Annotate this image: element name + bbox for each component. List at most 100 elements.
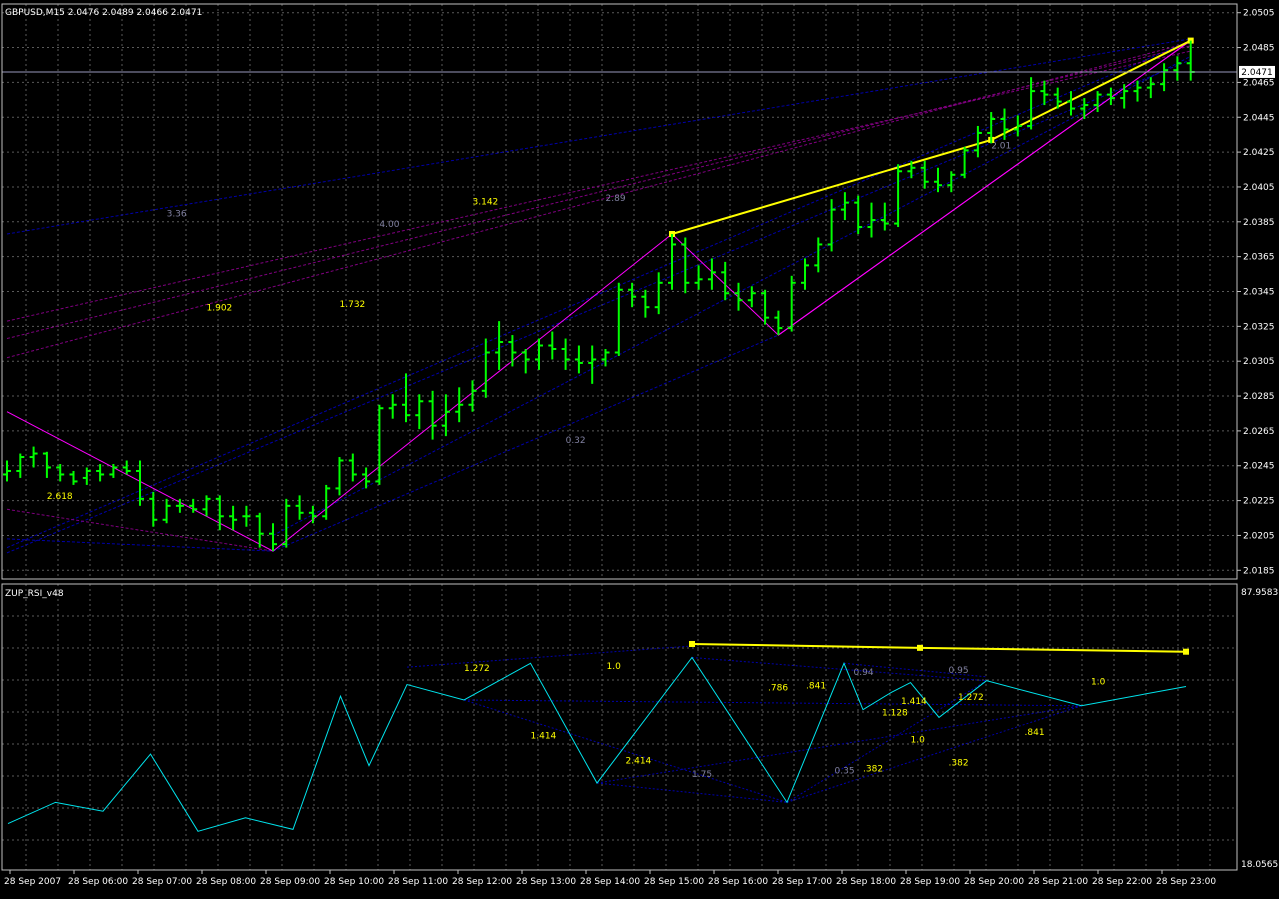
price-tick-label: 2.0345 [1243, 288, 1275, 298]
ohlc-bar [136, 460, 144, 506]
chart-title: GBPUSD,M15 2.0476 2.0489 2.0466 2.0471 [5, 8, 202, 18]
zup-polyline [671, 39, 1192, 235]
price-tick-label: 2.0405 [1243, 183, 1275, 193]
fib-label: 3.142 [473, 197, 499, 207]
price-tick-label: 2.0305 [1243, 357, 1275, 367]
time-tick-label: 28 Sep 18:00 [836, 877, 896, 887]
ohlc-bar [42, 451, 51, 478]
ohlc-bar [1027, 77, 1036, 130]
rsi-ratio-label: 1.414 [531, 732, 557, 742]
ohlc-bar [947, 171, 956, 193]
time-tick-label: 28 Sep 16:00 [708, 877, 768, 887]
ohlc-bar [29, 446, 38, 468]
ohlc-bar [495, 321, 504, 370]
ohlc-bar [508, 335, 517, 367]
ohlc-bar [535, 338, 543, 370]
price-axis: 2.0505 2.0485 2.0465 2.0445 2.0425 2.0405 2.03… [1237, 9, 1275, 576]
fib-label: 2.618 [47, 492, 73, 502]
rsi-zup-point [917, 644, 923, 651]
ohlc-bar [827, 199, 836, 252]
rsi-ratio-label: 1.414 [901, 697, 927, 707]
ohlc-bar [973, 125, 982, 158]
ohlc-bar [348, 453, 357, 482]
ohlc-bar [402, 373, 410, 423]
rsi-min-label: 18.0565 [1241, 860, 1278, 870]
current-price-tag: 2.0471 [1239, 65, 1275, 78]
time-tick-label: 28 Sep 12:00 [452, 877, 512, 887]
ohlc-bar [16, 453, 25, 478]
ohlc-bar [694, 265, 703, 290]
time-tick-label: 28 Sep 09:00 [260, 877, 320, 887]
ohlc-bar [375, 404, 384, 485]
ohlc-bar [734, 282, 743, 311]
rsi-ratio-label: 1.0 [607, 662, 622, 672]
ohlc-bar [707, 258, 716, 290]
ohlc-bar [109, 464, 118, 478]
ohlc-bar [641, 289, 650, 318]
indicator-title: ZUP_RSI_v48 [5, 589, 64, 599]
fibonacci-lines [6, 38, 1191, 554]
time-tick-label: 28 Sep 06:00 [68, 877, 128, 887]
rsi-guide-line [406, 645, 693, 668]
ohlc-bar [295, 495, 304, 520]
rsi-ratio-label: 1.75 [692, 770, 712, 780]
ohlc-bar [1053, 87, 1062, 109]
ohlc-bar [880, 202, 889, 231]
ohlc-bar [854, 195, 863, 234]
ohlc-bar [242, 505, 251, 527]
fib-label: 2.89 [606, 194, 626, 204]
zigzag-channel [778, 40, 1191, 336]
time-tick-label: 28 Sep 07:00 [132, 877, 192, 887]
rsi-ratio-label: 2.414 [626, 757, 652, 767]
rsi-guide-line [691, 657, 987, 682]
rsi-zup-polyline [691, 642, 1187, 653]
fib-fan-line [6, 40, 1191, 549]
ohlc-bar [681, 237, 690, 294]
fib-fan-line [272, 55, 1191, 536]
price-tick-label: 2.0385 [1243, 218, 1275, 228]
price-bars [3, 40, 1195, 552]
ohlc-bar [441, 394, 450, 437]
time-tick-label: 28 Sep 2007 [4, 877, 61, 887]
fib-label: 0.32 [566, 436, 586, 446]
ohlc-bar [1160, 63, 1169, 92]
ohlc-bar [521, 349, 530, 374]
ohlc-bar [654, 272, 663, 315]
ohlc-bar [960, 146, 969, 179]
time-tick-label: 28 Sep 11:00 [388, 877, 448, 887]
rsi-guide-line [596, 782, 788, 803]
ohlc-bar [149, 491, 158, 527]
main-grid [2, 4, 1237, 579]
ohlc-bar [282, 498, 291, 548]
fib-fan-line [6, 538, 274, 552]
rsi-ratio-label: 1.128 [882, 708, 908, 718]
ohlc-bar [561, 338, 570, 370]
ohlc-bar [1040, 80, 1049, 106]
ohlc-bar [721, 261, 730, 301]
ohlc-bar [1093, 91, 1102, 113]
ohlc-bar [747, 286, 756, 308]
ohlc-bar [229, 505, 238, 531]
time-tick-label: 28 Sep 23:00 [1156, 877, 1216, 887]
time-tick-label: 28 Sep 20:00 [964, 877, 1024, 887]
ohlc-bar [1133, 80, 1142, 102]
ohlc-bar [388, 394, 397, 419]
rsi-ratio-label: 0.94 [854, 668, 874, 678]
ohlc-bar [934, 167, 942, 193]
price-tick-label: 2.0245 [1243, 462, 1275, 472]
ohlc-bar [1106, 87, 1115, 106]
rsi-guide-line [786, 705, 1082, 803]
ohlc-bar [920, 160, 929, 189]
ohlc-bar [814, 237, 823, 273]
price-tick-label: 2.0505 [1243, 9, 1275, 19]
ohlc-bar [162, 498, 171, 524]
ohlc-bar [82, 467, 91, 485]
fib-fan-line [6, 50, 1191, 322]
ohlc-bar [1173, 56, 1182, 81]
ohlc-bar [308, 505, 317, 524]
ohlc-bar [3, 460, 11, 482]
price-tick-label: 2.0285 [1243, 392, 1275, 402]
